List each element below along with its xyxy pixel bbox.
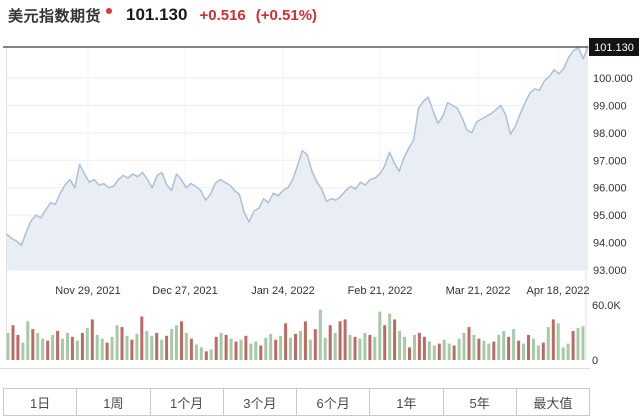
svg-text:95.000: 95.000 bbox=[593, 210, 627, 222]
svg-text:94.000: 94.000 bbox=[593, 238, 627, 250]
price-volume-chart[interactable]: 100.000 99.000 98.000 97.000 96.000 95.000 94.… bbox=[0, 33, 640, 367]
svg-text:Dec 27, 2021: Dec 27, 2021 bbox=[152, 285, 217, 297]
range-tab-max[interactable]: 最大值 bbox=[515, 389, 589, 415]
svg-text:Jan 24, 2022: Jan 24, 2022 bbox=[251, 285, 315, 297]
svg-text:99.000: 99.000 bbox=[593, 100, 627, 112]
range-tabbar: 1日 1周 1个月 3个月 6个月 1年 5年 最大值 bbox=[3, 388, 590, 416]
price-change-percent: (+0.51%) bbox=[255, 7, 318, 24]
current-price-badge bbox=[589, 38, 639, 57]
chart-bottom-divider bbox=[0, 368, 590, 369]
svg-text:97.000: 97.000 bbox=[593, 155, 627, 167]
range-tab-1y[interactable]: 1年 bbox=[369, 389, 442, 415]
svg-text:Mar 21, 2022: Mar 21, 2022 bbox=[446, 285, 511, 297]
range-tab-1w[interactable]: 1周 bbox=[76, 389, 149, 415]
live-indicator-dot bbox=[106, 8, 113, 14]
svg-text:96.000: 96.000 bbox=[593, 183, 627, 195]
svg-text:100.000: 100.000 bbox=[593, 73, 633, 85]
instrument-title: 美元指数期货 bbox=[8, 8, 102, 25]
svg-text:60.0K: 60.0K bbox=[592, 300, 621, 312]
last-price: 101.130 bbox=[126, 5, 188, 24]
range-tab-6m[interactable]: 6个月 bbox=[296, 389, 369, 415]
range-tab-1d[interactable]: 1日 bbox=[30, 395, 51, 411]
svg-text:Nov 29, 2021: Nov 29, 2021 bbox=[55, 285, 120, 297]
range-tab-1m[interactable]: 1个月 bbox=[149, 389, 223, 415]
range-tab-3m[interactable]: 3个月 bbox=[222, 389, 296, 415]
price-change: +0.516 bbox=[199, 7, 246, 24]
svg-text:101.130: 101.130 bbox=[594, 42, 634, 54]
svg-text:Feb 21, 2022: Feb 21, 2022 bbox=[348, 285, 413, 297]
svg-text:93.000: 93.000 bbox=[593, 265, 627, 277]
quote-header: 美元指数期货 101.130 +0.516 (+0.51%) bbox=[8, 5, 317, 26]
svg-text:98.000: 98.000 bbox=[593, 128, 627, 140]
svg-text:Apr 18, 2022: Apr 18, 2022 bbox=[527, 285, 590, 297]
svg-text:0: 0 bbox=[592, 355, 598, 367]
range-tab-5y[interactable]: 5年 bbox=[442, 389, 516, 415]
